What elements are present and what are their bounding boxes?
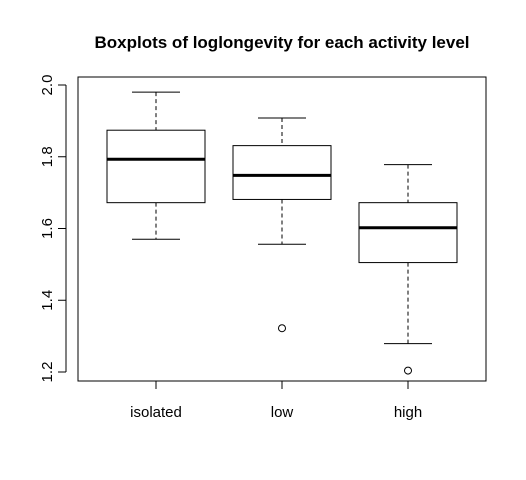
box-iqr — [232, 145, 332, 200]
box-group-isolated — [106, 91, 206, 240]
y-tick-label: 1.8 — [39, 146, 56, 167]
box-iqr — [106, 129, 206, 204]
box-iqr — [358, 202, 458, 264]
y-tick-label: 1.2 — [39, 362, 56, 383]
x-tick-label: high — [394, 404, 422, 421]
axes: 1.2 1.4 1.6 1.8 2.0 isolated low high — [39, 75, 422, 421]
outlier-point — [404, 366, 412, 375]
box-group-high — [358, 164, 458, 375]
x-tick-label: isolated — [130, 404, 182, 421]
y-tick-label: 2.0 — [39, 75, 56, 96]
outlier-point — [278, 324, 286, 333]
boxes — [106, 91, 458, 375]
chart-title: Boxplots of loglongevity for each activi… — [94, 33, 469, 52]
box-group-low — [232, 117, 332, 333]
x-tick-label: low — [271, 404, 294, 421]
y-tick-label: 1.4 — [39, 290, 56, 311]
y-tick-label: 1.6 — [39, 218, 56, 239]
